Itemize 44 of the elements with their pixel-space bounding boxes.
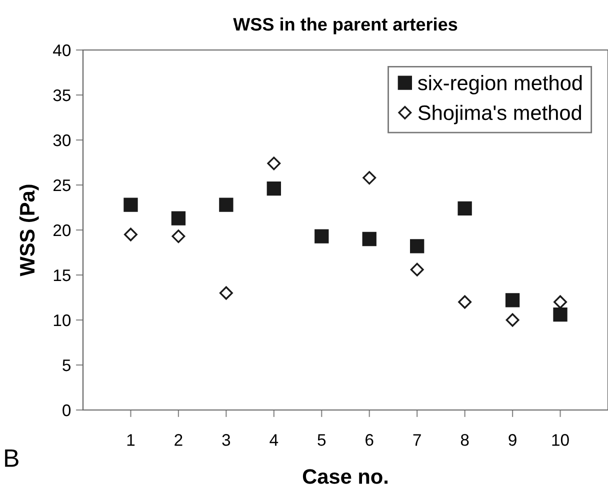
x-tick-label: 3 — [222, 434, 230, 446]
chart-title: WSS in the parent arteries — [233, 17, 458, 34]
point — [172, 230, 186, 244]
y-axis-title: WSS (Pa) — [19, 184, 39, 276]
point — [410, 262, 424, 276]
legend-label: six-region method — [418, 75, 582, 94]
y-tick-label: 40 — [53, 44, 71, 56]
point — [124, 198, 138, 212]
x-tick-label: 8 — [460, 434, 469, 446]
y-tick-label: 10 — [54, 314, 71, 326]
y-tick-label: 30 — [53, 134, 71, 146]
point — [410, 239, 424, 254]
y-tick-label: 35 — [53, 89, 70, 102]
point — [267, 156, 281, 170]
point — [362, 171, 376, 185]
x-tick-label: 7 — [413, 434, 421, 446]
x-tick-label: 2 — [174, 434, 182, 446]
point — [505, 293, 520, 308]
x-tick-label: 6 — [366, 434, 374, 446]
x-tick-label: 9 — [508, 434, 516, 446]
point — [554, 295, 567, 309]
point — [266, 182, 281, 196]
x-axis-title: Case no. — [302, 469, 388, 484]
point — [553, 308, 568, 322]
x-tick-label: 4 — [270, 434, 278, 446]
legend-label: Shojima's method — [418, 104, 582, 124]
y-tick-label: 5 — [62, 360, 70, 372]
point — [124, 228, 138, 242]
point — [219, 286, 233, 300]
point — [458, 295, 472, 309]
x-tick-label: 1 — [127, 434, 135, 446]
y-tick-label: 25 — [53, 179, 70, 192]
x-tick-label: 10 — [552, 434, 569, 446]
y-tick-label: 20 — [53, 224, 71, 236]
y-tick-label: 15 — [54, 270, 70, 282]
text: B — [5, 450, 18, 467]
y-tick-label: 0 — [62, 404, 71, 416]
point — [362, 232, 376, 246]
point — [506, 313, 520, 327]
point — [458, 201, 472, 216]
point — [171, 211, 186, 226]
point — [219, 198, 234, 212]
x-tick-label: 5 — [318, 434, 326, 446]
point — [314, 229, 329, 244]
